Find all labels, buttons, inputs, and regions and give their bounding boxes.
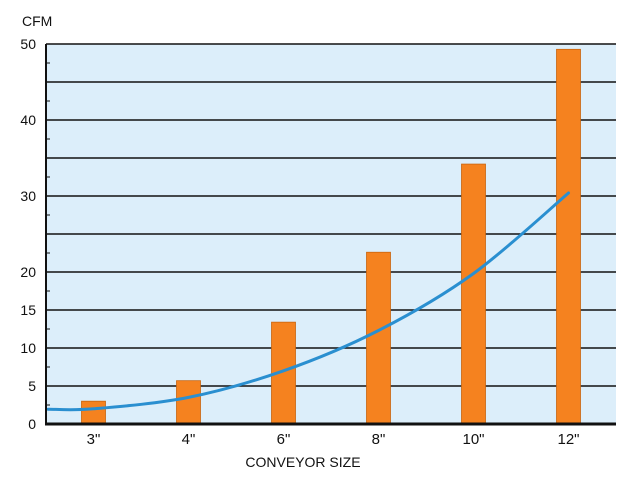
y-tick-label: 50	[20, 36, 36, 52]
y-tick-label: 30	[20, 188, 36, 204]
x-tick-label: 6"	[277, 431, 291, 448]
gridlines	[46, 43, 616, 387]
y-axis-label: CFM	[22, 13, 52, 29]
x-axis-label: CONVEYOR SIZE	[245, 454, 360, 470]
bar-1	[176, 380, 201, 425]
x-tick-label: 8"	[372, 431, 386, 448]
bar-0	[81, 400, 106, 425]
y-tick-label: 15	[20, 302, 36, 318]
trend-line-group	[46, 191, 570, 412]
bar-4	[461, 163, 486, 425]
x-tick-label: 4"	[182, 431, 196, 448]
bar-3	[366, 251, 391, 425]
x-tick-label: 3"	[87, 431, 101, 448]
y-tick-label: 10	[20, 340, 36, 356]
y-tick-label: 20	[20, 264, 36, 280]
y-tick-label: 40	[20, 112, 36, 128]
x-tick-label: 10"	[462, 431, 484, 448]
x-tick-label: 12"	[557, 431, 579, 448]
bar-5	[556, 48, 581, 425]
axes	[45, 43, 616, 426]
tick-labels: 0 5 10 15 20 30 40 50 3" 4" 6" 8" 10" 12"	[20, 36, 579, 448]
y-tick-label: 5	[28, 378, 36, 394]
trend-line	[46, 191, 570, 412]
y-tick-label: 0	[28, 416, 36, 432]
